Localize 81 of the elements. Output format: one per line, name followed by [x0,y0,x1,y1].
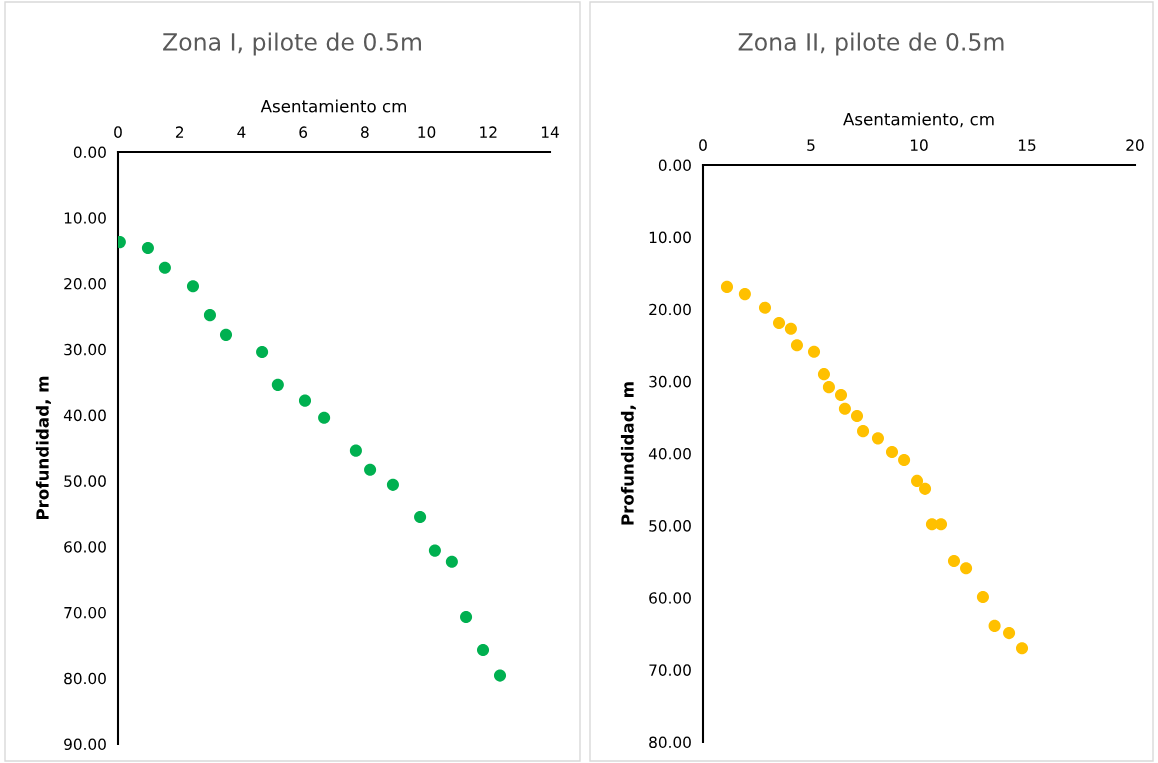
y-tick-label: 70.00 [64,606,106,619]
point [219,328,233,341]
point [857,425,870,438]
point [445,555,458,568]
point [364,463,377,476]
point [784,322,797,335]
point [758,301,772,314]
y-tick-label: 40.00 [63,409,106,422]
point [477,643,490,656]
point [960,562,973,575]
x-tick-label: 14 [541,126,559,138]
y-tick-label: 70.00 [649,664,691,676]
x-tick-label: 0 [114,126,122,138]
point [988,619,1001,632]
point [186,280,200,293]
x-tick-label: 0 [699,139,707,151]
y-tick-label: 0.00 [658,159,691,172]
x-tick-label: 10 [418,126,436,138]
point [885,446,899,459]
point [318,411,331,424]
point [772,316,786,329]
y-tick-label: 90.00 [64,738,106,751]
chart-title: Zona I, pilote de 0.5m [163,32,421,56]
y-tick-label: 50.00 [64,475,106,487]
y-tick-label: 60.00 [649,592,691,604]
point [822,381,835,394]
point [141,241,154,255]
y-tick-label: 80.00 [64,672,106,685]
point [790,339,803,352]
point [298,394,312,407]
y-tick-label: 10.00 [64,212,106,224]
point [976,590,989,604]
point [934,518,948,531]
point [850,409,864,423]
point [271,378,284,391]
point [203,309,216,322]
point [807,345,821,358]
point [1015,642,1029,655]
x-tick-label: 10 [910,139,928,151]
x-tick-label: 6 [299,126,308,138]
point [817,368,830,381]
y-tick-label: 80.00 [649,736,691,749]
point [256,345,269,359]
x-axis-title: Asentamiento, cm [843,112,994,128]
x-axis-title: Asentamiento cm [260,99,406,113]
point [720,280,734,293]
y-tick-label: 50.00 [649,520,691,532]
y-tick-label: 10.00 [649,231,691,244]
y-tick-label: 30.00 [64,343,106,356]
point [1003,627,1016,640]
point [838,402,851,415]
point [911,474,924,487]
x-tick-label: 4 [237,126,246,138]
point [386,478,399,491]
y-tick-label: 0.00 [73,146,106,159]
point [349,444,362,457]
point [834,389,848,402]
point [493,669,507,682]
y-axis-title: Profundidad, m [620,382,636,525]
point [871,432,884,445]
x-tick-label: 2 [175,126,184,138]
point [460,611,473,624]
x-tick-label: 12 [480,126,497,138]
x-tick-label: 8 [361,126,369,138]
chart-title: Zona II, pilote de 0.5m [738,32,1004,56]
y-tick-label: 20.00 [64,278,106,290]
point [898,453,911,467]
x-tick-label: 15 [1018,139,1036,151]
point [428,544,441,557]
point [919,482,932,495]
x-tick-label: 20 [1126,139,1144,151]
point [738,288,751,301]
y-tick-label: 60.00 [64,541,106,553]
y-tick-label: 30.00 [649,375,691,388]
point [947,554,961,568]
y-axis-title: Profundidad, m [35,376,51,520]
point [158,261,171,274]
y-tick-label: 40.00 [648,447,691,460]
point [414,511,427,524]
x-tick-label: 5 [807,139,815,151]
y-tick-label: 20.00 [649,303,691,316]
